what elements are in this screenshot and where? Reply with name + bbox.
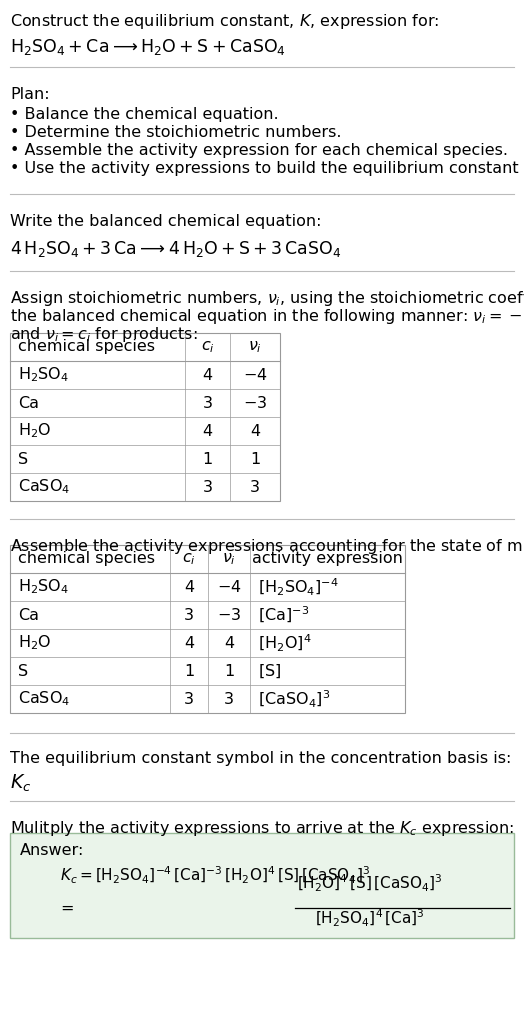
Text: $\nu_i$: $\nu_i$ (222, 551, 236, 566)
Text: $-3$: $-3$ (217, 607, 241, 623)
Text: =: = (60, 900, 73, 915)
Text: $[\mathrm{Ca}]^{-3}$: $[\mathrm{Ca}]^{-3}$ (258, 605, 309, 625)
Text: Ca: Ca (18, 396, 39, 411)
Text: 4: 4 (202, 367, 213, 382)
Text: 3: 3 (224, 692, 234, 707)
Text: 1: 1 (250, 452, 260, 467)
Text: $[\mathrm{H_2SO_4}]^{4}\,[\mathrm{Ca}]^{3}$: $[\mathrm{H_2SO_4}]^{4}\,[\mathrm{Ca}]^{… (315, 908, 425, 930)
Text: Construct the equilibrium constant, $K$, expression for:: Construct the equilibrium constant, $K$,… (10, 12, 439, 31)
Bar (10, 833, 514, 938)
Text: $\mathrm{H_2SO_4}$: $\mathrm{H_2SO_4}$ (18, 578, 69, 596)
Text: 1: 1 (202, 452, 213, 467)
Text: $[\mathrm{CaSO_4}]^{3}$: $[\mathrm{CaSO_4}]^{3}$ (258, 689, 330, 710)
Text: 3: 3 (184, 692, 194, 707)
Text: $\mathrm{H_2SO_4 + Ca} \longrightarrow \mathrm{H_2O + S + CaSO_4}$: $\mathrm{H_2SO_4 + Ca} \longrightarrow \… (10, 37, 286, 57)
Text: S: S (18, 452, 28, 467)
Text: activity expression: activity expression (252, 551, 403, 566)
Text: $\mathrm{H_2SO_4}$: $\mathrm{H_2SO_4}$ (18, 366, 69, 384)
Text: $\mathrm{CaSO_4}$: $\mathrm{CaSO_4}$ (18, 690, 70, 709)
Text: Ca: Ca (18, 607, 39, 622)
Text: Mulitply the activity expressions to arrive at the $K_c$ expression:: Mulitply the activity expressions to arr… (10, 819, 514, 838)
Text: 4: 4 (184, 636, 194, 651)
Text: and $\nu_i = c_i$ for products:: and $\nu_i = c_i$ for products: (10, 325, 198, 344)
Text: $\mathrm{4\,H_2SO_4 + 3\,Ca} \longrightarrow \mathrm{4\,H_2O + S + 3\,CaSO_4}$: $\mathrm{4\,H_2SO_4 + 3\,Ca} \longrighta… (10, 239, 342, 259)
Text: $c_i$: $c_i$ (182, 551, 196, 566)
Text: $[\mathrm{H_2O}]^{4}\,[\mathrm{S}]\,[\mathrm{CaSO_4}]^{3}$: $[\mathrm{H_2O}]^{4}\,[\mathrm{S}]\,[\ma… (297, 873, 443, 894)
Text: the balanced chemical equation in the following manner: $\nu_i = -c_i$ for react: the balanced chemical equation in the fo… (10, 307, 524, 326)
Text: $-4$: $-4$ (243, 367, 267, 383)
Text: 3: 3 (250, 479, 260, 494)
Text: Plan:: Plan: (10, 87, 50, 102)
Text: $-3$: $-3$ (243, 395, 267, 411)
Bar (10, 545, 405, 713)
Text: $K_c$: $K_c$ (10, 773, 31, 794)
Text: $c_i$: $c_i$ (201, 339, 214, 355)
Text: $[\mathrm{H_2SO_4}]^{-4}$: $[\mathrm{H_2SO_4}]^{-4}$ (258, 577, 339, 598)
Text: Write the balanced chemical equation:: Write the balanced chemical equation: (10, 214, 322, 229)
Text: chemical species: chemical species (18, 340, 155, 355)
Text: • Use the activity expressions to build the equilibrium constant expression.: • Use the activity expressions to build … (10, 161, 524, 176)
Text: 4: 4 (250, 423, 260, 438)
Text: 3: 3 (202, 396, 213, 411)
Text: $\mathrm{H_2O}$: $\mathrm{H_2O}$ (18, 634, 51, 652)
Text: 1: 1 (184, 663, 194, 678)
Text: Answer:: Answer: (20, 843, 84, 858)
Text: S: S (18, 663, 28, 678)
Bar (10, 333, 280, 501)
Text: 4: 4 (224, 636, 234, 651)
Text: • Assemble the activity expression for each chemical species.: • Assemble the activity expression for e… (10, 143, 508, 158)
Text: $\mathrm{CaSO_4}$: $\mathrm{CaSO_4}$ (18, 478, 70, 496)
Text: 3: 3 (184, 607, 194, 622)
Text: Assign stoichiometric numbers, $\nu_i$, using the stoichiometric coefficients, $: Assign stoichiometric numbers, $\nu_i$, … (10, 289, 524, 308)
Text: chemical species: chemical species (18, 551, 155, 566)
Text: 3: 3 (202, 479, 213, 494)
Text: $\nu_i$: $\nu_i$ (248, 339, 262, 355)
Text: $-4$: $-4$ (217, 579, 241, 595)
Text: 4: 4 (202, 423, 213, 438)
Text: $\mathrm{H_2O}$: $\mathrm{H_2O}$ (18, 422, 51, 440)
Text: $[\mathrm{H_2O}]^{4}$: $[\mathrm{H_2O}]^{4}$ (258, 633, 311, 654)
Text: The equilibrium constant symbol in the concentration basis is:: The equilibrium constant symbol in the c… (10, 751, 511, 766)
Text: • Balance the chemical equation.: • Balance the chemical equation. (10, 107, 279, 122)
Text: $K_c = [\mathrm{H_2SO_4}]^{-4}\,[\mathrm{Ca}]^{-3}\,[\mathrm{H_2O}]^{4}\,[\mathr: $K_c = [\mathrm{H_2SO_4}]^{-4}\,[\mathrm… (60, 864, 370, 886)
Text: 4: 4 (184, 580, 194, 595)
Text: $[\mathrm{S}]$: $[\mathrm{S}]$ (258, 662, 281, 679)
Text: 1: 1 (224, 663, 234, 678)
Text: • Determine the stoichiometric numbers.: • Determine the stoichiometric numbers. (10, 125, 342, 140)
Text: Assemble the activity expressions accounting for the state of matter and $\nu_i$: Assemble the activity expressions accoun… (10, 537, 524, 556)
